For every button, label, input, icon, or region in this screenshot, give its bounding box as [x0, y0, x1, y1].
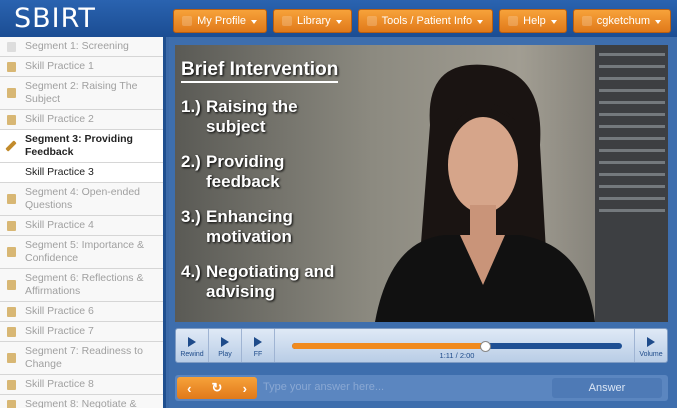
menu-button[interactable]: My Profile	[173, 9, 268, 33]
menu-label: Help	[523, 15, 546, 27]
logo[interactable]: SBIRT	[14, 3, 96, 34]
sidebar-item[interactable]: Skill Practice 7	[0, 322, 163, 342]
item-label: Segment 7: Readiness to Change	[25, 345, 143, 370]
nav-buttons[interactable]: ‹ ↻ ›	[177, 377, 257, 399]
item-label: Segment 2: Raising The Subject	[25, 80, 138, 105]
controls: Rewind Play FF 1:11 / 2:00 Volume	[175, 328, 668, 363]
item-label: Segment 8: Negotiate &	[25, 398, 137, 408]
progress-fill	[292, 341, 491, 352]
item-label: Segment 3: Providing Feedback	[25, 133, 133, 158]
item-label: Skill Practice 6	[25, 305, 94, 317]
answer-button[interactable]: Answer	[552, 378, 662, 398]
item-label: Skill Practice 8	[25, 378, 94, 390]
item-label: Segment 6: Reflections & Affirmations	[25, 272, 144, 297]
slide-point: 2.) Providing feedback	[181, 152, 361, 192]
menu: My Profile Library Tools / Patient Info Hel…	[173, 9, 671, 33]
point-text: Raising the subject	[206, 97, 298, 136]
point-number: 3.)	[181, 207, 201, 226]
menu-icon	[366, 16, 377, 26]
status-icon	[7, 353, 16, 363]
answer-bar: ‹ ↻ › Type your answer here... Answer	[175, 375, 668, 401]
menu-label: cgketchum	[596, 15, 650, 27]
sidebar-item[interactable]: Segment 7: Readiness to Change	[0, 342, 163, 375]
sidebar-item[interactable]: Skill Practice 4	[0, 216, 163, 236]
slide-point: 4.) Negotiating and advising	[181, 262, 361, 302]
slide-title: Brief Intervention	[181, 59, 339, 83]
status-icon	[7, 220, 16, 231]
point-number: 2.)	[181, 152, 201, 171]
status-icon	[7, 61, 16, 72]
sidebar-item[interactable]: Segment 1: Screening	[0, 37, 163, 57]
sidebar-item[interactable]: Skill Practice 6	[0, 302, 163, 322]
sidebar-item[interactable]: Skill Practice 2	[0, 110, 163, 130]
sidebar-item[interactable]: Segment 4: Open-ended Questions	[0, 183, 163, 216]
menu-icon	[581, 16, 592, 26]
item-label: Segment 1: Screening	[25, 40, 129, 52]
sidebar-item[interactable]: Skill Practice 8	[0, 375, 163, 395]
menu-icon	[282, 16, 293, 26]
status-icon	[7, 247, 16, 257]
menu-label: Tools / Patient Info	[381, 15, 473, 27]
menu-button[interactable]: Tools / Patient Info	[357, 9, 494, 33]
time: 1:11 / 2:00	[439, 351, 475, 360]
sidebar-item[interactable]: Segment 5: Importance & Confidence	[0, 236, 163, 269]
menu-button[interactable]: Help	[499, 9, 567, 33]
progress-bar[interactable]	[292, 341, 622, 352]
slide-point: 3.) Enhancing motivation	[181, 207, 361, 247]
status-icon	[7, 280, 16, 290]
play-button[interactable]: Play	[209, 329, 242, 362]
header: SBIRT My Profile Library Tools / Patient I…	[0, 0, 677, 37]
volume-button[interactable]: Volume	[634, 329, 667, 362]
sidebar: Segment 1: Screening Skill Practice 1 Segm…	[0, 37, 166, 408]
menu-icon	[508, 16, 519, 26]
rewind-button[interactable]: Rewind	[176, 329, 209, 362]
sidebar-item[interactable]: Segment 2: Raising The Subject	[0, 77, 163, 110]
status-icon	[7, 41, 16, 52]
point-text: Negotiating and advising	[206, 262, 335, 301]
item-label: Skill Practice 3	[25, 166, 94, 178]
item-label: Skill Practice 2	[25, 113, 94, 125]
menu-label: My Profile	[197, 15, 247, 27]
content: Brief Intervention 1.) Raising the subjec…	[169, 37, 677, 408]
status-icon	[7, 306, 16, 317]
sidebar-item[interactable]: Segment 8: Negotiate &	[0, 395, 163, 408]
slide-points: 1.) Raising the subject 2.) Providing feedb…	[181, 97, 361, 302]
item-label: Segment 5: Importance & Confidence	[25, 239, 145, 264]
sidebar-item[interactable]: Skill Practice 1	[0, 57, 163, 77]
ff-button[interactable]: FF	[242, 329, 275, 362]
item-label: Skill Practice 7	[25, 325, 94, 337]
menu-button[interactable]: cgketchum	[572, 9, 671, 33]
point-text: Providing feedback	[206, 152, 285, 191]
status-icon	[7, 88, 16, 98]
item-label: Skill Practice 4	[25, 219, 94, 231]
sidebar-item[interactable]: Skill Practice 3	[0, 163, 163, 183]
point-text: Enhancing motivation	[206, 207, 293, 246]
sidebar-item[interactable]: Segment 6: Reflections & Affirmations	[0, 269, 163, 302]
sidebar-item[interactable]: Segment 3: Providing Feedback	[0, 130, 163, 163]
menu-button[interactable]: Library	[273, 9, 352, 33]
status-icon	[7, 399, 16, 408]
status-icon	[7, 114, 16, 125]
item-label: Skill Practice 1	[25, 60, 94, 72]
video[interactable]: Brief Intervention 1.) Raising the subjec…	[175, 45, 668, 322]
video-frame	[375, 45, 668, 322]
menu-label: Library	[297, 15, 331, 27]
point-number: 1.)	[181, 97, 201, 116]
point-number: 4.)	[181, 262, 201, 281]
slide: Brief Intervention 1.) Raising the subjec…	[181, 59, 361, 317]
menu-icon	[182, 16, 193, 26]
slide-point: 1.) Raising the subject	[181, 97, 361, 137]
answer-input[interactable]: Type your answer here...	[263, 381, 385, 393]
status-icon	[7, 194, 16, 204]
item-label: Segment 4: Open-ended Questions	[25, 186, 140, 211]
status-icon	[5, 140, 17, 152]
status-icon	[7, 326, 16, 337]
status-icon	[7, 379, 16, 390]
